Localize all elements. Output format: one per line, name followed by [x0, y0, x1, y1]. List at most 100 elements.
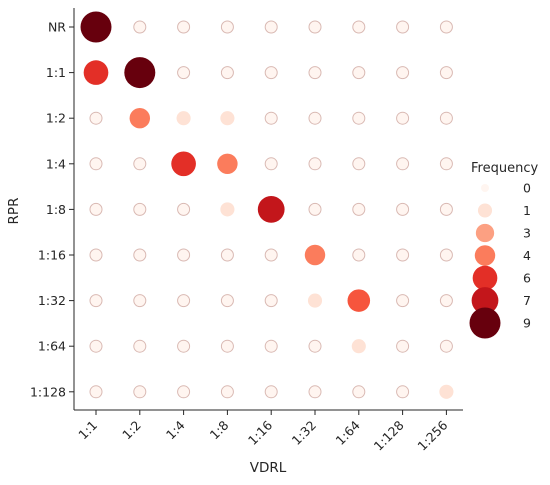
bubble: [308, 20, 322, 34]
bubble: [396, 385, 410, 399]
legend-marker: [474, 245, 496, 266]
bubble: [220, 294, 234, 308]
x-tick-label: 1:64: [332, 417, 362, 447]
bubble: [89, 339, 103, 353]
bubble: [220, 248, 234, 262]
bubble: [351, 339, 366, 354]
bubble: [171, 151, 196, 177]
bubble: [220, 66, 234, 80]
bubble: [177, 66, 191, 80]
legend-title: Frequency: [471, 161, 538, 176]
bubble: [176, 111, 191, 126]
bubble: [89, 111, 103, 125]
bubble: [308, 157, 322, 171]
bubble: [264, 20, 278, 34]
x-tick-label: 1:256: [414, 417, 450, 453]
x-tick-label: 1:1: [75, 418, 100, 443]
bubble: [220, 111, 235, 126]
bubble: [439, 339, 453, 353]
bubble: [396, 20, 410, 34]
bubble: [352, 385, 366, 399]
bubble: [177, 294, 191, 308]
bubble: [308, 202, 322, 216]
x-tick-label: 1:128: [371, 417, 407, 453]
y-axis-label: RPR: [6, 198, 22, 225]
bubble: [83, 60, 109, 85]
bubble: [89, 202, 103, 216]
bubble: [347, 289, 371, 312]
bubble: [352, 202, 366, 216]
bubble: [352, 248, 366, 262]
bubble: [352, 111, 366, 125]
bubble: [308, 66, 322, 80]
bubble: [264, 385, 278, 399]
bubble: [133, 385, 147, 399]
bubble: [124, 57, 156, 89]
bubble: [133, 20, 147, 34]
y-tick-label: NR: [48, 20, 66, 35]
bubble: [129, 107, 151, 129]
legend-label: 7: [523, 293, 531, 308]
bubble: [257, 196, 285, 223]
bubble: [396, 294, 410, 308]
bubble: [89, 385, 103, 399]
bubble: [177, 248, 191, 262]
bubble: [89, 248, 103, 262]
y-tick-label: 1:32: [38, 293, 66, 308]
legend-marker: [469, 307, 501, 339]
y-tick-label: 1:2: [46, 111, 66, 126]
bubble: [439, 111, 453, 125]
bubble: [439, 248, 453, 262]
bubble: [264, 294, 278, 308]
bubble: [352, 66, 366, 80]
legend-label: 4: [523, 248, 531, 263]
bubble: [396, 111, 410, 125]
bubble: [177, 385, 191, 399]
x-tick-label: 1:4: [163, 417, 188, 442]
x-tick-label: 1:16: [245, 417, 275, 447]
bubble: [439, 294, 453, 308]
bubble: [307, 293, 323, 308]
bubble: [89, 294, 103, 308]
bubble: [264, 248, 278, 262]
bubble: [133, 339, 147, 353]
legend-marker: [471, 287, 499, 314]
bubble: [264, 66, 278, 80]
x-tick-label: 1:32: [289, 418, 319, 448]
x-axis-label: VDRL: [250, 460, 287, 476]
bubble: [439, 202, 453, 216]
legend-label: 9: [523, 316, 531, 331]
legend-label: 0: [523, 181, 531, 196]
y-tick-label: 1:16: [38, 248, 66, 263]
legend-label: 1: [523, 203, 531, 218]
bubble: [352, 157, 366, 171]
y-tick-label: 1:8: [46, 202, 66, 217]
legend-marker: [477, 203, 493, 218]
bubble: [264, 157, 278, 171]
bubble: [308, 385, 322, 399]
bubble: [396, 202, 410, 216]
bubble: [220, 202, 235, 217]
bubble: [264, 111, 278, 125]
legend-label: 3: [523, 226, 531, 241]
bubble: [264, 339, 278, 353]
bubble: [308, 339, 322, 353]
bubble: [220, 20, 234, 34]
bubble: [304, 244, 326, 266]
legend-marker: [475, 223, 495, 243]
legend-marker: [481, 184, 489, 192]
bubble: [89, 157, 103, 171]
bubble: [177, 339, 191, 353]
x-tick-label: 1:8: [207, 417, 232, 442]
bubble: [177, 202, 191, 216]
bubble: [396, 248, 410, 262]
y-tick-label: 1:64: [38, 339, 66, 354]
bubble: [439, 66, 453, 80]
bubble: [220, 339, 234, 353]
legend-label: 6: [523, 271, 531, 286]
bubble: [439, 384, 454, 399]
bubble: [396, 339, 410, 353]
bubble: [308, 111, 322, 125]
bubble: [177, 20, 191, 34]
